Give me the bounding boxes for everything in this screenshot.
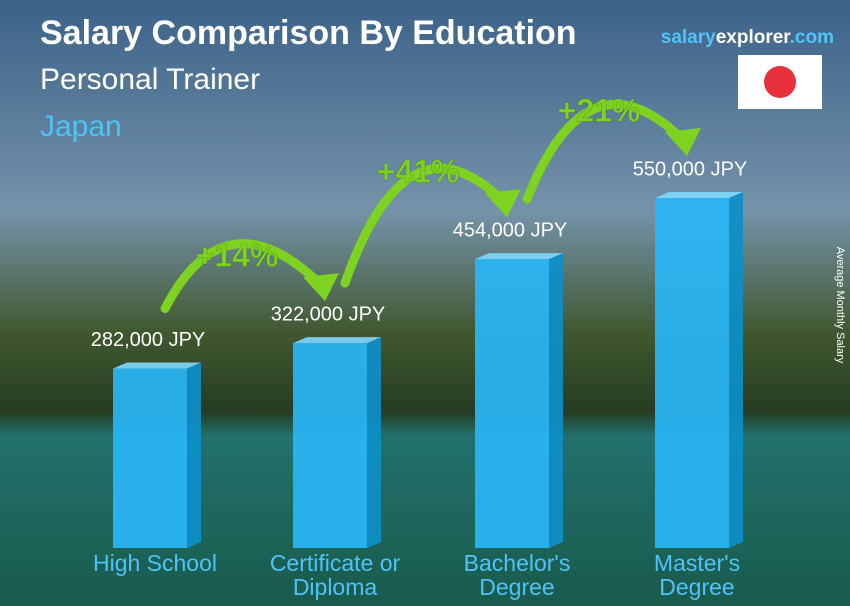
- brand-part: salary: [661, 27, 716, 48]
- change-label: +41%: [377, 154, 460, 190]
- value-label: 282,000 JPY: [91, 329, 206, 351]
- bar-side: [549, 253, 563, 548]
- value-label: 322,000 JPY: [271, 303, 386, 325]
- brand: salaryexplorer.com: [661, 27, 834, 48]
- subtitle: Personal Trainer: [40, 63, 260, 96]
- bar-top: [475, 253, 563, 260]
- bar-top: [293, 337, 381, 344]
- brand-part: explorer: [716, 27, 792, 48]
- change-label: +21%: [558, 92, 641, 128]
- change-arrowhead: [303, 273, 339, 302]
- bar-side: [367, 337, 381, 548]
- x-tick-label: Master's Degree: [653, 550, 741, 600]
- x-tick-label: High School: [92, 550, 218, 576]
- bar: [655, 198, 729, 548]
- bar: [113, 368, 187, 548]
- brand-part: .com: [790, 27, 834, 48]
- flag-sun: [764, 66, 796, 98]
- change-arrowhead: [665, 128, 701, 156]
- x-tick-label: Certificate or Diploma: [269, 550, 401, 600]
- change-label: +14%: [196, 238, 279, 274]
- chart-title: Salary Comparison By Education: [40, 14, 577, 52]
- value-label: 454,000 JPY: [453, 219, 568, 241]
- change-arrowhead: [485, 189, 521, 218]
- change-arrow: [522, 99, 686, 204]
- bar: [293, 343, 367, 548]
- y-axis-label: Average Monthly Salary: [834, 247, 846, 364]
- bar-top: [655, 192, 743, 198]
- change-arrow: [160, 239, 324, 314]
- x-tick-label: Bachelor's Degree: [463, 550, 571, 600]
- bar-top: [113, 362, 201, 369]
- change-arrow: [340, 163, 506, 288]
- bar-side: [187, 362, 201, 548]
- bar-side: [729, 192, 743, 548]
- location: Japan: [40, 110, 122, 143]
- value-label: 550,000 JPY: [633, 158, 748, 180]
- bar: [475, 259, 549, 548]
